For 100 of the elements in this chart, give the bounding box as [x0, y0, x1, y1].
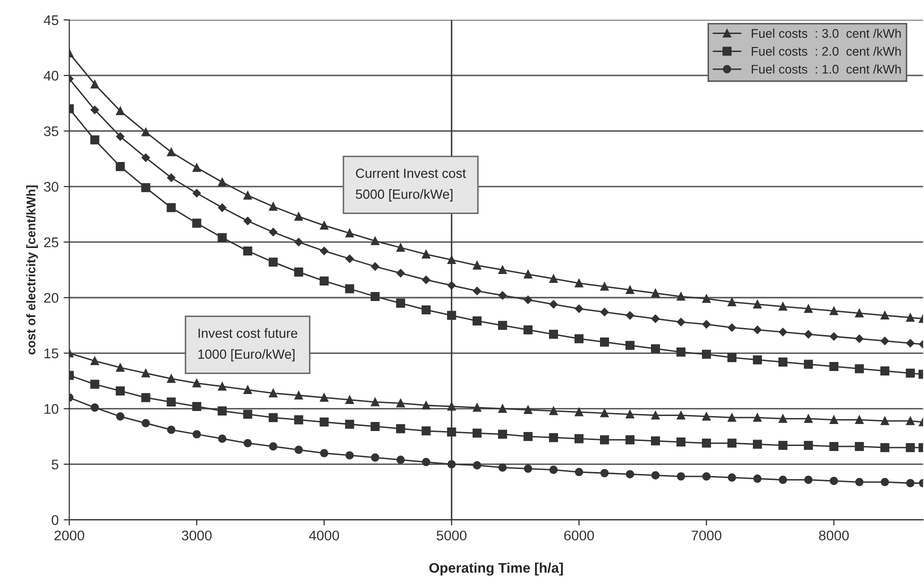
y-tick-label: 25 — [44, 237, 58, 248]
point — [268, 413, 278, 422]
point — [90, 80, 99, 89]
y-tick-label: 10 — [44, 404, 58, 414]
point — [218, 406, 227, 416]
point — [422, 458, 430, 466]
point — [498, 266, 507, 274]
x-tick-label: 4000 — [309, 530, 340, 540]
point — [320, 448, 328, 458]
point — [498, 320, 508, 330]
point — [142, 128, 150, 136]
point — [676, 438, 686, 447]
annotation: Invest cost future 1000 [Euro/kWe] — [198, 328, 298, 362]
point — [651, 411, 660, 420]
point — [498, 430, 508, 439]
point — [116, 363, 124, 372]
point — [574, 408, 584, 416]
point — [294, 415, 304, 424]
point — [371, 262, 380, 271]
point — [167, 426, 176, 434]
point — [880, 336, 889, 346]
point — [116, 386, 125, 396]
point — [396, 456, 405, 464]
point — [192, 402, 202, 411]
point — [472, 316, 482, 326]
point — [524, 296, 532, 304]
point — [906, 443, 915, 452]
point — [472, 428, 482, 438]
point — [906, 416, 914, 426]
point — [880, 416, 890, 426]
point — [192, 189, 201, 198]
point — [651, 471, 660, 480]
point — [218, 233, 227, 242]
point — [600, 282, 609, 291]
point — [167, 174, 176, 182]
point — [549, 330, 558, 339]
point — [320, 246, 328, 256]
point — [370, 453, 380, 462]
point — [574, 468, 584, 476]
point — [855, 309, 864, 318]
point — [650, 344, 660, 354]
point — [345, 229, 354, 238]
x-tick-label: 8000 — [819, 530, 849, 540]
point — [269, 388, 278, 398]
y-tick-label: 20 — [44, 292, 58, 303]
point — [651, 314, 660, 323]
point — [880, 443, 890, 452]
point — [574, 334, 584, 344]
point — [752, 355, 762, 364]
point — [728, 413, 736, 422]
point — [702, 412, 711, 421]
point — [498, 291, 507, 300]
point — [880, 366, 890, 376]
point — [192, 430, 201, 438]
x-tick-label: 2000 — [54, 530, 84, 540]
point — [778, 476, 788, 484]
point — [345, 420, 354, 429]
point — [778, 302, 788, 311]
point — [269, 202, 278, 211]
point — [294, 238, 303, 246]
point — [90, 135, 100, 144]
point — [243, 410, 252, 419]
point — [167, 374, 176, 383]
point — [549, 406, 558, 416]
point — [600, 338, 610, 347]
point — [116, 162, 125, 172]
y-tick-label: 5 — [52, 460, 58, 470]
point — [574, 279, 584, 288]
point — [778, 414, 788, 423]
point — [218, 204, 226, 212]
point — [524, 432, 533, 441]
point — [574, 434, 584, 444]
point — [345, 396, 354, 404]
point — [116, 412, 124, 421]
point — [422, 401, 430, 410]
point — [472, 286, 482, 296]
point — [166, 398, 176, 407]
point — [244, 216, 252, 226]
point — [830, 306, 838, 316]
point — [549, 433, 558, 442]
point — [574, 304, 584, 313]
point — [753, 413, 762, 422]
y-tick-label: 35 — [44, 126, 58, 136]
point — [244, 386, 252, 394]
point — [855, 478, 864, 486]
y-tick-label: 40 — [44, 70, 58, 81]
point — [524, 464, 532, 473]
point — [370, 398, 380, 406]
y-axis-title: cost of electricity [cent/kWh] — [26, 185, 38, 354]
point — [320, 393, 328, 402]
point — [320, 276, 329, 286]
point — [625, 340, 635, 350]
point — [676, 292, 686, 301]
point — [855, 416, 864, 424]
point — [880, 311, 890, 320]
point — [294, 212, 303, 221]
point — [422, 276, 430, 284]
point — [906, 368, 915, 378]
point — [753, 326, 762, 334]
point — [244, 191, 252, 200]
